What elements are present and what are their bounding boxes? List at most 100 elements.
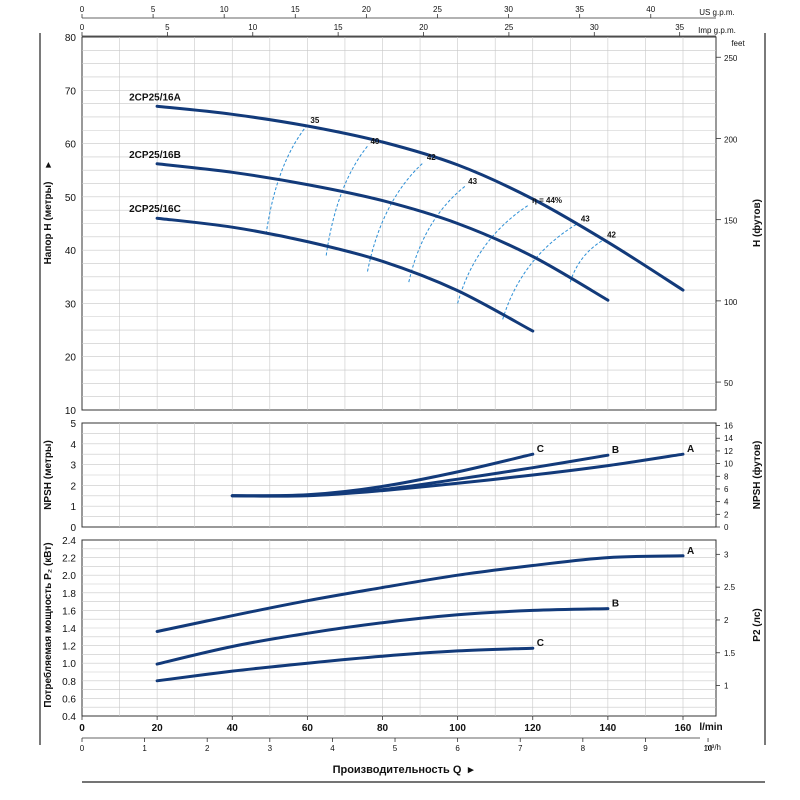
impgpm-tick-label: 15 bbox=[334, 23, 343, 32]
impgpm-tick-label: 30 bbox=[590, 23, 599, 32]
power-tick-label: 1.0 bbox=[62, 659, 76, 670]
head-tick-label: 30 bbox=[65, 299, 77, 310]
npsh-feet-tick-label: 14 bbox=[724, 434, 733, 443]
efficiency-label: 43 bbox=[581, 215, 590, 224]
performance-curves bbox=[155, 104, 685, 683]
lmin-tick-label: 60 bbox=[302, 723, 314, 734]
npsh-feet-tick-label: 0 bbox=[724, 523, 729, 532]
head-curve-2cp25/16c bbox=[155, 216, 535, 333]
m3h-tick-label: 1 bbox=[142, 744, 147, 753]
lmin-tick-label: 0 bbox=[79, 723, 85, 734]
usgpm-tick-label: 10 bbox=[220, 5, 229, 14]
usgpm-tick-label: 5 bbox=[151, 5, 156, 14]
power-curve-b bbox=[155, 607, 610, 666]
m3h-tick-label: 10 bbox=[704, 744, 713, 753]
m3h-tick-label: 7 bbox=[518, 744, 523, 753]
head-curve-label: 2CP25/16B bbox=[129, 150, 181, 161]
m3h-tick-label: 2 bbox=[205, 744, 210, 753]
feet-tick-label: 150 bbox=[724, 217, 738, 226]
usgpm-tick-label: 35 bbox=[575, 5, 584, 14]
npsh-tick-label: 1 bbox=[70, 502, 76, 513]
power-curve-label: C bbox=[537, 638, 544, 649]
npsh-curve-label: C bbox=[537, 444, 544, 455]
efficiency-label: 43 bbox=[468, 177, 477, 186]
power-tick-label: 0.8 bbox=[62, 677, 76, 688]
head-tick-label: 70 bbox=[65, 86, 77, 97]
head-curve-label: 2CP25/16A bbox=[129, 92, 181, 103]
head-curve-label: 2CP25/16C bbox=[129, 204, 181, 215]
m3h-tick-label: 9 bbox=[643, 744, 648, 753]
head-feet-axis-title: H (футов) bbox=[751, 199, 763, 247]
m3h-tick-label: 8 bbox=[581, 744, 586, 753]
hp-tick-label: 1.5 bbox=[724, 649, 736, 658]
flow-axis-title: Производительность Q bbox=[333, 764, 462, 776]
hp-tick-label: 2 bbox=[724, 616, 729, 625]
npsh-feet-tick-label: 12 bbox=[724, 447, 733, 456]
npsh-feet-tick-label: 8 bbox=[724, 472, 729, 481]
impgpm-tick-label: 35 bbox=[675, 23, 684, 32]
impgpm-unit-label: Imp g.p.m. bbox=[698, 26, 736, 35]
efficiency-label: 42 bbox=[427, 153, 436, 162]
npsh-tick-label: 0 bbox=[70, 523, 76, 534]
impgpm-tick-label: 25 bbox=[504, 23, 513, 32]
npsh-axis-title: NPSH (метры) bbox=[43, 440, 54, 510]
head-curve-2cp25/16b bbox=[155, 162, 610, 302]
efficiency-curves bbox=[265, 124, 605, 320]
lmin-tick-label: 40 bbox=[227, 723, 239, 734]
power-curve-label: B bbox=[612, 599, 619, 610]
efficiency-line bbox=[502, 223, 579, 320]
power-tick-label: 1.2 bbox=[62, 642, 76, 653]
chart-labels: 0 5 10 15 20 25 30 35 400 5 10 15 20 25 30 351020304050… bbox=[62, 5, 738, 753]
head-tick-label: 50 bbox=[65, 193, 77, 204]
efficiency-line bbox=[569, 239, 605, 283]
feet-tick-label: 250 bbox=[724, 54, 738, 63]
npsh-feet-tick-label: 2 bbox=[724, 510, 729, 519]
m3h-tick-label: 0 bbox=[80, 744, 85, 753]
efficiency-line bbox=[457, 204, 530, 304]
efficiency-line bbox=[325, 145, 368, 256]
usgpm-tick-label: 25 bbox=[433, 5, 442, 14]
power-tick-label: 1.6 bbox=[62, 606, 76, 617]
chart-frames bbox=[39, 14, 766, 783]
head-axis-arrow-icon: ▸ bbox=[43, 162, 54, 169]
usgpm-tick-label: 15 bbox=[291, 5, 300, 14]
power-curve-label: A bbox=[687, 546, 694, 557]
head-axis-title: Напор H (метры) bbox=[43, 182, 54, 265]
hp-tick-label: 1 bbox=[724, 682, 729, 691]
feet-tick-label: 50 bbox=[724, 379, 733, 388]
lmin-tick-label: 100 bbox=[449, 723, 466, 734]
usgpm-unit-label: US g.p.m. bbox=[699, 8, 735, 17]
usgpm-tick-label: 30 bbox=[504, 5, 513, 14]
lmin-tick-label: 160 bbox=[675, 723, 692, 734]
npsh-curve-label: A bbox=[687, 444, 694, 455]
feet-tick-label: 200 bbox=[724, 135, 738, 144]
feet-unit-label: feet bbox=[731, 39, 745, 48]
power-tick-label: 0.6 bbox=[62, 694, 76, 705]
npsh-tick-label: 4 bbox=[70, 440, 76, 451]
power-tick-label: 1.4 bbox=[62, 624, 76, 635]
power-curve-c bbox=[155, 646, 535, 683]
impgpm-tick-label: 5 bbox=[165, 23, 170, 32]
head-tick-label: 40 bbox=[65, 246, 77, 257]
usgpm-tick-label: 0 bbox=[80, 5, 85, 14]
head-tick-label: 60 bbox=[65, 140, 77, 151]
hp-tick-label: 2.5 bbox=[724, 583, 736, 592]
power-tick-label: 1.8 bbox=[62, 589, 76, 600]
npsh-feet-axis-title: NPSH (футов) bbox=[751, 441, 763, 510]
power-tick-label: 0.4 bbox=[62, 712, 76, 723]
hp-tick-label: 3 bbox=[724, 550, 729, 559]
m3h-tick-label: 6 bbox=[455, 744, 460, 753]
npsh-feet-tick-label: 6 bbox=[724, 485, 729, 494]
power-tick-label: 2.0 bbox=[62, 571, 76, 582]
chart-gridlines bbox=[82, 37, 716, 716]
usgpm-tick-label: 40 bbox=[646, 5, 655, 14]
npsh-curve-c bbox=[230, 452, 535, 498]
npsh-feet-tick-label: 10 bbox=[724, 460, 733, 469]
npsh-tick-label: 3 bbox=[70, 461, 76, 472]
lmin-tick-label: 80 bbox=[377, 723, 389, 734]
efficiency-line bbox=[367, 161, 425, 272]
power-curve-a bbox=[155, 554, 685, 633]
efficiency-line bbox=[265, 124, 308, 235]
efficiency-label: η = 44% bbox=[532, 196, 562, 205]
